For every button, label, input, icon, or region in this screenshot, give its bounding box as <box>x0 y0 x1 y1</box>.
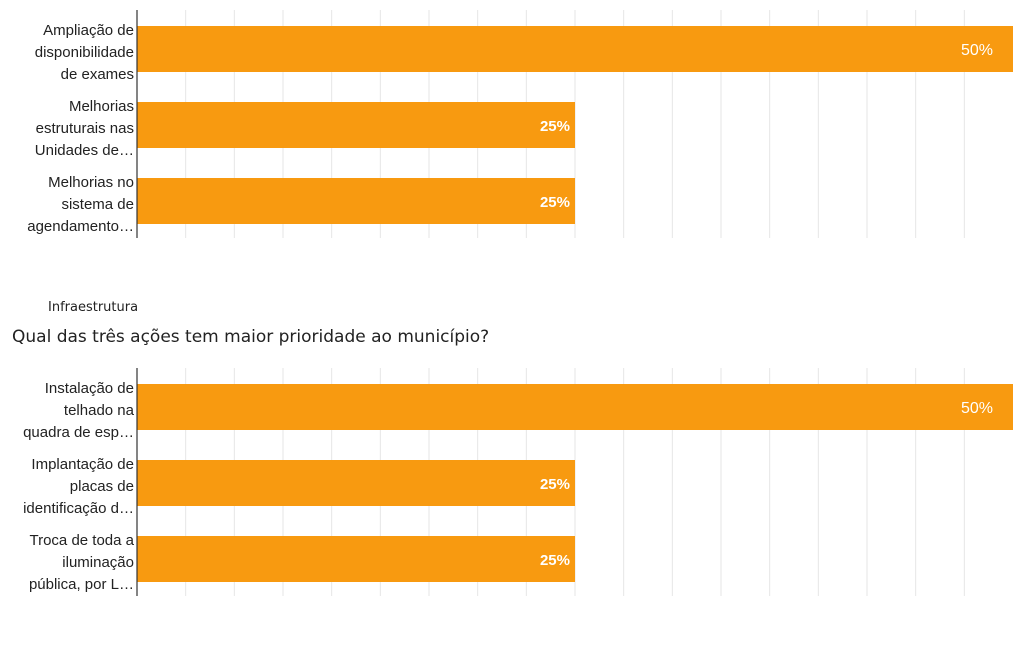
bar-3 <box>137 536 575 582</box>
category-label-3-line-2: iluminação <box>62 554 134 571</box>
category-label-2-line-1: Implantação de <box>31 456 134 473</box>
bar-2 <box>137 460 575 506</box>
data-label-1: 50% <box>961 400 993 417</box>
category-label-3-line-1: Troca de toda a <box>29 532 134 549</box>
category-label-3-line-1: Melhorias no <box>48 174 134 191</box>
data-label-3: 25% <box>540 552 570 569</box>
bar-1 <box>137 384 1013 430</box>
bar-1 <box>137 26 1013 72</box>
category-label-1-line-2: telhado na <box>64 402 135 419</box>
category-label-2-line-1: Melhorias <box>69 98 134 115</box>
category-label-2-line-2: placas de <box>70 478 134 495</box>
category-label-1-line-3: de exames <box>61 66 134 83</box>
bar-chart-1-svg: 50% Ampliação de disponibilidade de exames 2… <box>27 10 1013 238</box>
category-label-2-line-2: estruturais nas <box>36 120 134 137</box>
data-label-2: 25% <box>540 476 570 493</box>
data-label-3: 25% <box>540 194 570 211</box>
data-label-1: 50% <box>961 42 993 59</box>
section-label: Infraestrutura <box>48 300 139 315</box>
category-label-2-line-3: identificação d… <box>23 500 134 517</box>
bar-chart-2-svg: 50% Instalação de telhado na quadra de esp…… <box>23 368 1013 596</box>
bar-2 <box>137 102 575 148</box>
category-label-1-line-1: Ampliação de <box>43 22 134 39</box>
bar-chart-1: 50% Ampliação de disponibilidade de exames 2… <box>0 0 1013 245</box>
category-label-1-line-1: Instalação de <box>45 380 134 397</box>
category-label-3-line-2: sistema de <box>61 196 134 213</box>
category-label-3-line-3: pública, por L… <box>29 576 134 593</box>
category-label-1-line-3: quadra de esp… <box>23 424 134 441</box>
section-question: Qual das três ações tem maior prioridade… <box>12 327 490 347</box>
category-label-3-line-3: agendamento… <box>27 218 134 235</box>
category-label-2-line-3: Unidades de… <box>35 142 134 159</box>
category-label-1-line-2: disponibilidade <box>35 44 134 61</box>
bar-chart-2: 50% Instalação de telhado na quadra de esp…… <box>0 358 1013 603</box>
bar-3 <box>137 178 575 224</box>
data-label-2: 25% <box>540 118 570 135</box>
